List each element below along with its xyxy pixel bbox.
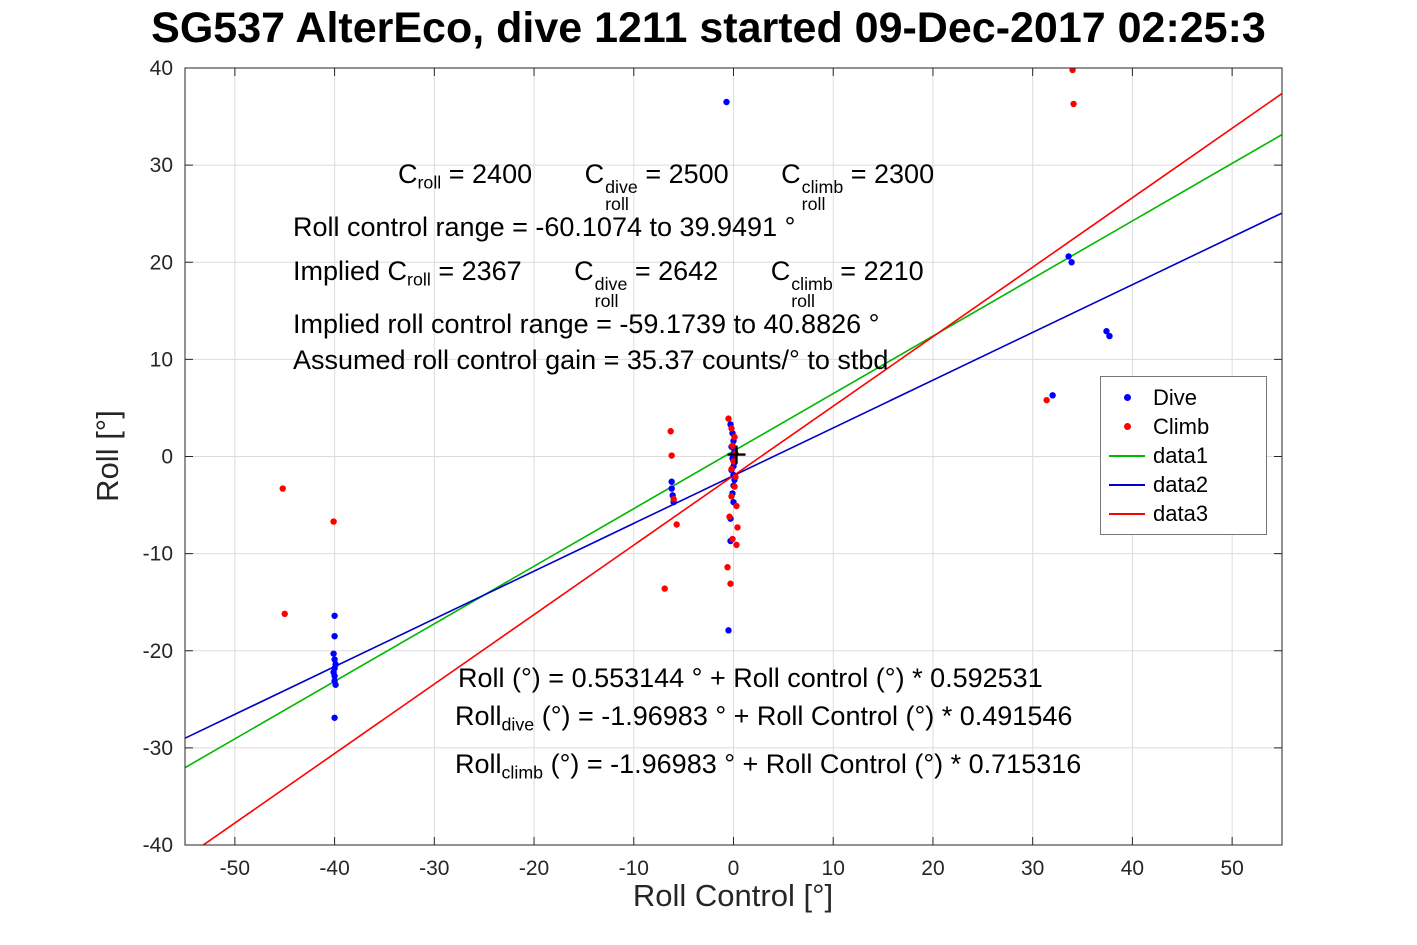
x-tick-label: 0 xyxy=(728,857,740,880)
legend-label: Dive xyxy=(1153,384,1198,410)
x-tick-label: 50 xyxy=(1220,857,1243,880)
dive-point xyxy=(332,681,339,688)
dive-point xyxy=(723,98,730,106)
x-tick-label: -30 xyxy=(419,857,449,880)
dive-point xyxy=(331,656,338,663)
dive-point xyxy=(725,627,732,634)
x-tick-label: 30 xyxy=(1021,857,1044,880)
x-tick-label: -10 xyxy=(619,857,649,880)
climb-point xyxy=(1070,100,1077,108)
climb-point xyxy=(1043,396,1050,404)
climb-point xyxy=(1069,68,1076,74)
annotation-5: Roll (°) = 0.553144 ° + Roll control (°)… xyxy=(458,663,1043,693)
x-tick-label: 40 xyxy=(1121,857,1144,880)
dive-point xyxy=(1103,328,1110,335)
dive-point xyxy=(1068,259,1075,266)
climb-point xyxy=(725,415,732,422)
dive-point xyxy=(331,612,338,619)
y-tick-label: 10 xyxy=(150,348,173,371)
climb-point xyxy=(733,541,740,549)
annotation-7: Rollclimb (°) = -1.96983 ° + Roll Contro… xyxy=(455,749,1082,783)
legend: Dive Climb data1 data2 data3 xyxy=(1100,376,1267,535)
dive-point xyxy=(330,650,337,657)
dive-point xyxy=(668,485,675,492)
legend-item-dive: Dive xyxy=(1101,383,1266,412)
dive-point xyxy=(331,714,338,721)
climb-point xyxy=(734,524,741,531)
x-tick-label: -50 xyxy=(220,857,250,880)
y-tick-label: -20 xyxy=(143,640,173,663)
legend-label: Climb xyxy=(1153,413,1210,439)
dive-point xyxy=(1106,332,1113,340)
climb-point xyxy=(667,428,674,435)
y-tick-label: -10 xyxy=(143,543,173,566)
climb-point xyxy=(668,452,675,459)
x-tick-labels: -50 -40 -30 -20 -10 0 10 20 30 40 50 xyxy=(220,857,1244,880)
climb-point xyxy=(673,521,680,528)
legend-item-data1: data1 xyxy=(1101,441,1266,470)
climb-point xyxy=(728,493,735,500)
origin-plus-marker xyxy=(727,445,746,464)
climb-marker-icon xyxy=(1101,423,1153,430)
x-tick-label: -40 xyxy=(319,857,349,880)
legend-item-data3: data3 xyxy=(1101,499,1266,528)
data3-line-icon xyxy=(1101,512,1153,515)
climb-point xyxy=(330,518,337,525)
data2-line-icon xyxy=(1101,483,1153,486)
climb-point xyxy=(733,502,740,510)
y-tick-label: 20 xyxy=(150,251,173,274)
climb-point xyxy=(279,485,286,492)
climb-point xyxy=(726,513,733,520)
annotation-1: Roll control range = -60.1074 to 39.9491… xyxy=(293,212,796,242)
climb-point xyxy=(728,425,735,432)
climb-point xyxy=(730,458,737,465)
annotation-4: Assumed roll control gain = 35.37 counts… xyxy=(293,345,889,375)
climb-point xyxy=(670,496,677,503)
x-tick-label: 20 xyxy=(921,857,944,880)
climb-point xyxy=(661,585,668,592)
axis-box xyxy=(184,67,1283,846)
climb-points xyxy=(279,68,1077,618)
dive-point xyxy=(668,478,675,485)
dive-point xyxy=(1065,253,1072,260)
climb-point xyxy=(724,564,731,571)
data1-line-icon xyxy=(1101,454,1153,457)
dive-points xyxy=(330,98,1113,721)
climb-point xyxy=(728,465,735,473)
x-tick-label: 10 xyxy=(822,857,845,880)
legend-label: data1 xyxy=(1153,442,1209,468)
y-tick-label: -40 xyxy=(143,834,173,857)
dive-point xyxy=(331,672,338,680)
y-tick-label: 30 xyxy=(150,154,173,177)
chart-title: SG537 AlterEco, dive 1211 started 09-Dec… xyxy=(151,4,1266,52)
climb-point xyxy=(731,483,738,490)
y-axis-label: Roll [°] xyxy=(90,410,125,502)
dive-point xyxy=(1049,392,1056,399)
legend-item-climb: Climb xyxy=(1101,412,1266,441)
y-tick-label: -30 xyxy=(143,737,173,760)
climb-point xyxy=(732,473,739,481)
legend-label: data3 xyxy=(1153,500,1209,526)
annotation-3: Implied roll control range = -59.1739 to… xyxy=(293,309,880,339)
climb-point xyxy=(729,535,736,543)
climb-point xyxy=(731,433,738,441)
climb-point xyxy=(729,442,736,450)
dive-point xyxy=(331,632,338,640)
y-tick-labels: -40 -30 -20 -10 0 10 20 30 40 xyxy=(143,57,173,857)
x-axis-label: Roll Control [°] xyxy=(632,878,834,913)
x-tick-label: -20 xyxy=(519,857,549,880)
annotation-6: Rolldive (°) = -1.96983 ° + Roll Control… xyxy=(455,701,1073,735)
y-tick-label: 0 xyxy=(161,446,173,469)
legend-item-data2: data2 xyxy=(1101,470,1266,499)
climb-point xyxy=(727,580,734,587)
dive-marker-icon xyxy=(1101,394,1153,401)
climb-point xyxy=(281,610,288,618)
y-tick-label: 40 xyxy=(150,57,173,80)
legend-label: data2 xyxy=(1153,471,1209,497)
